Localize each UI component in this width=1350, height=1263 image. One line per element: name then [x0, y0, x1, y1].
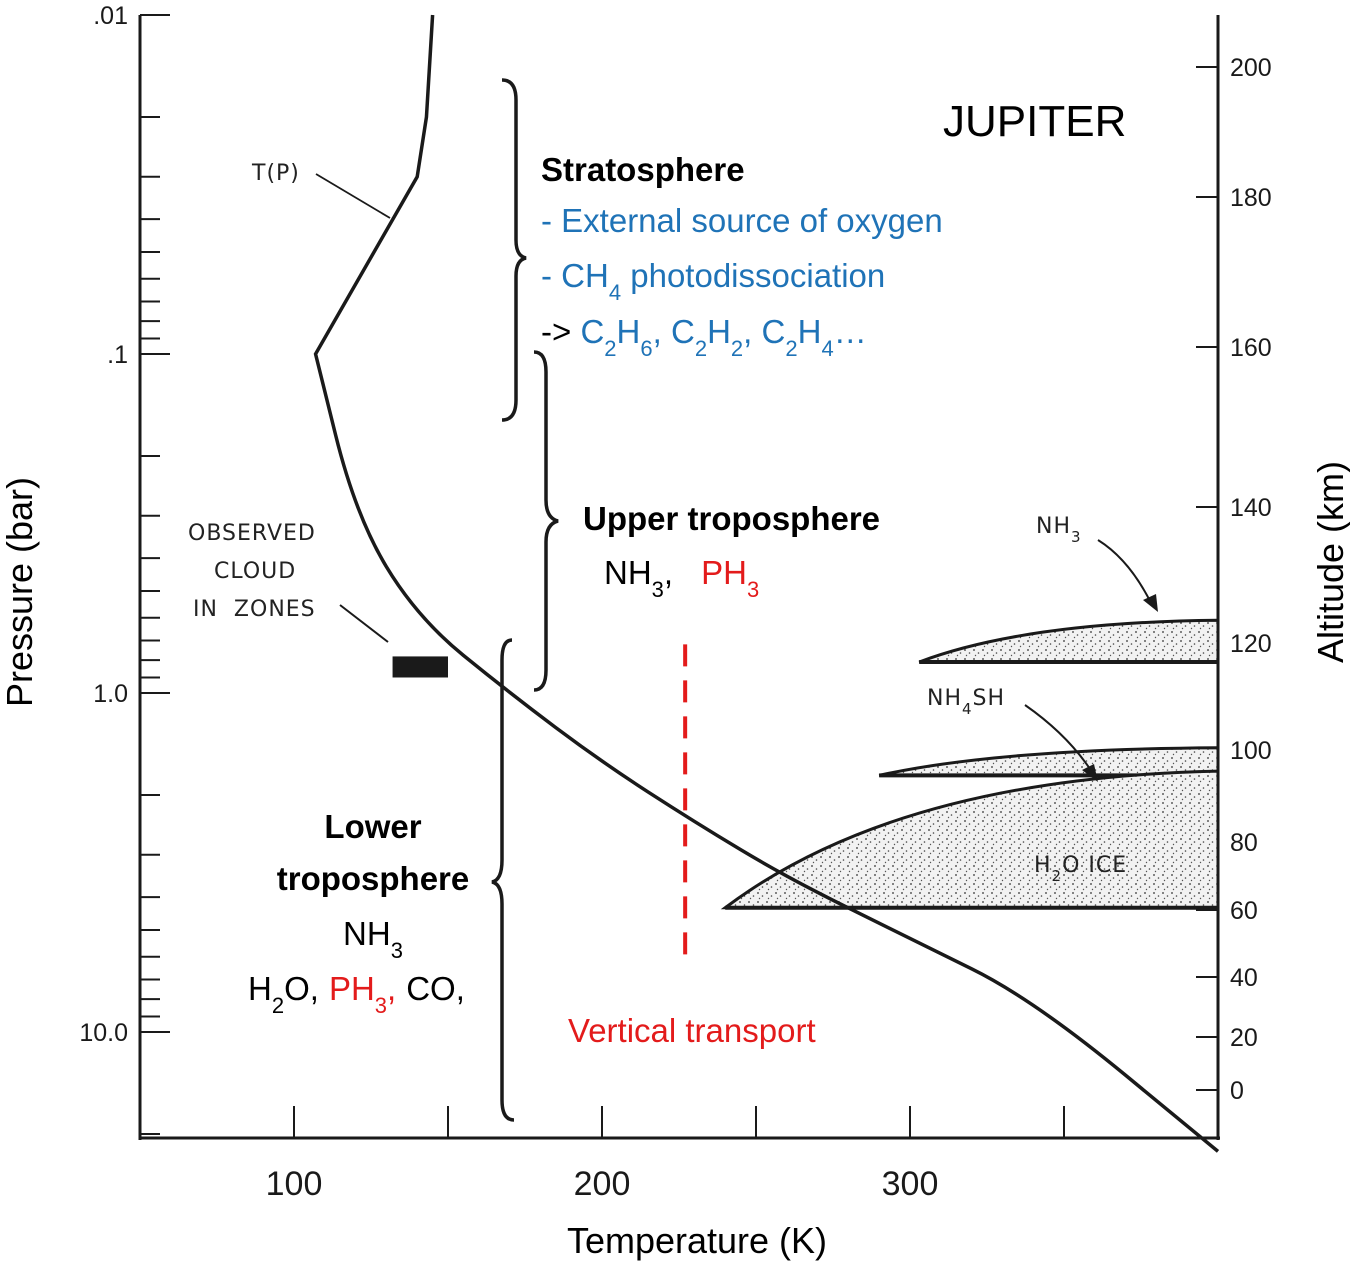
observed-cloud-bar	[392, 656, 448, 678]
stratosphere-line1: - External source of oxygen	[541, 202, 943, 239]
stratosphere-title: Stratosphere	[541, 151, 745, 188]
lower-troposphere-nh3: NH3	[343, 915, 403, 963]
x-axis-label: Temperature (K)	[567, 1220, 827, 1261]
x-tick-label: 100	[266, 1165, 323, 1203]
lower-troposphere-title-line1: Lower	[324, 808, 421, 845]
observed-cloud-leader	[339, 604, 389, 643]
svg-text:IN ZONES: IN ZONES	[193, 597, 316, 622]
cloud-layer	[918, 618, 1220, 664]
tp-label-leader	[315, 173, 391, 219]
y2-tick-label: 140	[1230, 494, 1272, 522]
nh3-cloud-label: NH3	[1036, 514, 1082, 546]
tp-curve-label: T(P)	[251, 161, 300, 186]
y-tick-label: 1.0	[93, 680, 128, 708]
upper-troposphere-brace	[533, 350, 559, 692]
y-axis-label: Pressure (bar)	[0, 477, 40, 707]
upper-troposphere-annotation: Upper troposphere NH3, PH3	[583, 500, 880, 602]
cloud-layer	[720, 769, 1220, 910]
lower-troposphere-title-line2: troposphere	[277, 860, 470, 897]
y-tick-label: 10.0	[79, 1019, 128, 1047]
svg-text:CLOUD: CLOUD	[214, 559, 296, 584]
region-braces	[491, 78, 559, 1122]
chart-title: JUPITER	[943, 97, 1126, 146]
cloud-layers	[720, 618, 1220, 910]
y2-tick-label: 180	[1230, 184, 1272, 212]
y2-tick-label: 20	[1230, 1024, 1258, 1052]
x-axis-ticks: 100 200 300	[266, 1106, 1065, 1203]
y2-tick-label: 120	[1230, 630, 1272, 658]
cloud-layer	[878, 746, 1220, 777]
y2-tick-label: 160	[1230, 334, 1272, 362]
plot-frame	[138, 15, 1220, 1140]
svg-text:OBSERVED: OBSERVED	[188, 521, 316, 546]
y2-tick-label: 40	[1230, 964, 1258, 992]
y2-tick-label: 0	[1230, 1077, 1244, 1105]
nh4sh-cloud-label: NH4SH	[927, 686, 1005, 718]
vertical-transport-label: Vertical transport	[568, 1012, 816, 1049]
stratosphere-line2: - CH4 photodissociation	[541, 257, 885, 305]
temperature-profile-line	[313, 14, 1220, 1153]
y-tick-label: .01	[93, 2, 128, 30]
upper-troposphere-title: Upper troposphere	[583, 500, 880, 537]
observed-cloud-label: OBSERVED CLOUD IN ZONES	[188, 521, 316, 622]
upper-troposphere-species: NH3, PH3	[604, 554, 759, 602]
x-tick-label: 300	[882, 1165, 939, 1203]
x-tick-label: 200	[574, 1165, 631, 1203]
lower-troposphere-brace	[491, 638, 515, 1122]
y2-axis-label: Altitude (km)	[1310, 461, 1350, 663]
stratosphere-brace	[501, 78, 527, 422]
lower-troposphere-annotation: Lower troposphere NH3 H2O, PH3, CO,	[248, 808, 469, 1018]
y-tick-label: .1	[107, 341, 128, 369]
stratosphere-annotation: Stratosphere - External source of oxygen…	[541, 151, 943, 361]
y2-tick-label: 80	[1230, 829, 1258, 857]
y-axis-ticks: .01 .1 1.0 10.0	[79, 2, 170, 1136]
lower-troposphere-species: H2O, PH3, CO,	[248, 970, 465, 1018]
stratosphere-line3: -> C2H6, C2H2, C2H4…	[541, 313, 867, 361]
y2-tick-label: 200	[1230, 54, 1272, 82]
y2-tick-label: 100	[1230, 737, 1272, 765]
y2-tick-label: 60	[1230, 897, 1258, 925]
